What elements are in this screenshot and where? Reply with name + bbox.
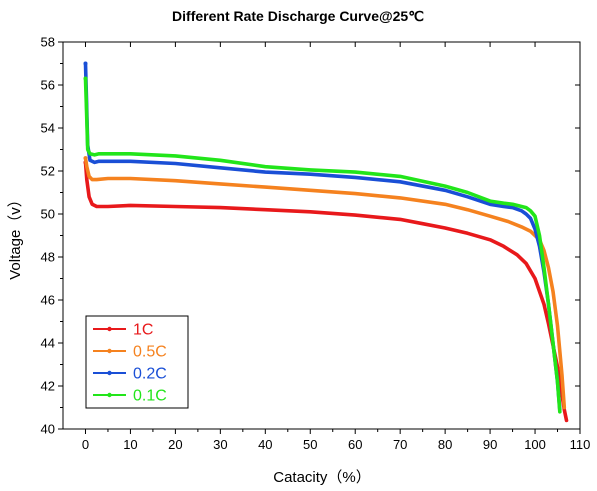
x-tick-label: 20 (168, 437, 182, 452)
y-tick-label: 40 (41, 422, 55, 437)
legend-label: 1C (133, 322, 153, 339)
x-axis-label: Catacity（%） (273, 469, 371, 486)
y-tick-label: 54 (41, 121, 55, 136)
x-tick-label: 70 (393, 437, 407, 452)
x-tick-label: 100 (524, 437, 546, 452)
legend-marker (107, 370, 112, 376)
series-marker (83, 61, 88, 66)
chart-title: Different Rate Discharge Curve@25℃ (172, 8, 424, 24)
legend-marker (107, 392, 112, 398)
x-axis: 0 10 20 30 40 50 60 70 80 90 100 110 (82, 42, 591, 452)
x-tick-label: 80 (438, 437, 452, 452)
series-marker (83, 76, 88, 81)
x-tick-label: 50 (303, 437, 317, 452)
legend-label: 0.1C (133, 388, 167, 405)
y-tick-label: 52 (41, 164, 55, 179)
y-tick-label: 44 (41, 336, 55, 351)
y-tick-label: 58 (41, 35, 55, 50)
x-tick-label: 110 (570, 437, 591, 452)
legend-marker (107, 348, 112, 354)
y-tick-label: 50 (41, 207, 55, 222)
y-tick-label: 46 (41, 293, 55, 308)
x-tick-label: 10 (123, 437, 137, 452)
x-tick-label: 40 (258, 437, 272, 452)
y-tick-label: 48 (41, 250, 55, 265)
y-axis: 40 42 44 46 48 50 52 54 56 58 (41, 35, 580, 437)
legend: 1C 0.5C 0.2C 0.1C (85, 315, 189, 409)
x-tick-label: 90 (483, 437, 497, 452)
legend-label: 0.5C (133, 344, 167, 361)
series-layer (83, 61, 569, 423)
y-tick-label: 56 (41, 78, 55, 93)
y-tick-label: 42 (41, 379, 55, 394)
series-line-0-1c (83, 76, 562, 414)
series-marker (83, 156, 88, 161)
series-line-0-5c (83, 156, 567, 410)
y-axis-label: Voltage（v） (7, 192, 24, 280)
x-tick-label: 60 (348, 437, 362, 452)
legend-box (85, 315, 189, 409)
legend-marker (107, 326, 112, 332)
legend-label: 0.2C (133, 366, 167, 383)
x-tick-label: 30 (213, 437, 227, 452)
x-tick-label: 0 (82, 437, 89, 452)
